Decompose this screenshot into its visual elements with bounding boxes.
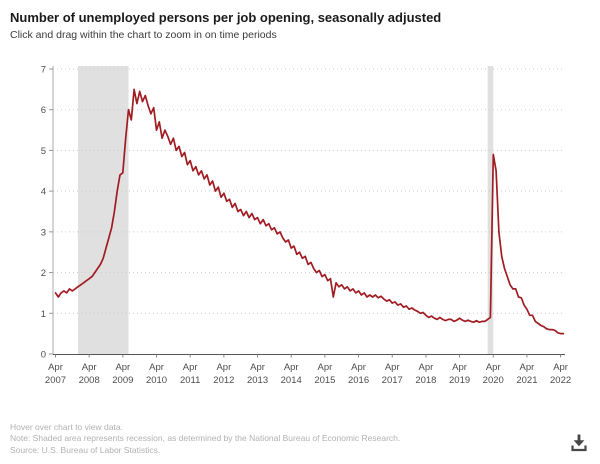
x-tick-label-month: Apr: [250, 362, 265, 373]
chart-subtitle: Click and drag within the chart to zoom …: [10, 29, 277, 41]
x-tick-label-year: 2017: [382, 375, 403, 386]
x-tick-label-month: Apr: [149, 362, 164, 373]
x-tick-label-month: Apr: [82, 362, 97, 373]
x-tick-label-year: 2009: [112, 375, 133, 386]
y-tick-label: 7: [41, 65, 46, 76]
x-tick-label-year: 2011: [180, 375, 200, 386]
x-tick-label-month: Apr: [486, 362, 501, 373]
x-tick-label-year: 2018: [415, 375, 436, 386]
download-button[interactable]: [566, 430, 592, 456]
chart-footer: Hover over chart to view data. Note: Sha…: [0, 422, 600, 457]
x-tick-label-year: 2021: [516, 375, 537, 386]
chart-area[interactable]: 0 1 2 3 4 5 6 7 Apr 2007 Apr 2008 Apr 2009 Apr 2010 Apr 2…: [0, 58, 600, 394]
x-tick-label-month: Apr: [317, 362, 332, 373]
x-tick-label-month: Apr: [419, 362, 434, 373]
y-tick-label: 1: [41, 309, 46, 320]
x-tick-label-year: 2013: [247, 375, 268, 386]
y-tick-label: 3: [41, 227, 46, 238]
x-tick-label-year: 2008: [79, 375, 100, 386]
source-note: Source: U.S. Bureau of Labor Statistics.: [10, 444, 161, 455]
x-tick-label-month: Apr: [452, 362, 467, 373]
x-tick-label-month: Apr: [48, 362, 63, 373]
y-tick-label: 0: [41, 350, 46, 361]
chart-header: Number of unemployed persons per job ope…: [0, 0, 600, 42]
x-tick-label-year: 2019: [449, 375, 470, 386]
x-tick-label-year: 2015: [314, 375, 335, 386]
y-tick-label: 2: [41, 268, 46, 279]
recession-band: [77, 66, 129, 354]
x-tick-label-year: 2022: [550, 375, 571, 386]
footer-notes: Hover over chart to view data. Note: Sha…: [10, 422, 400, 457]
x-tick-label-year: 2007: [45, 375, 66, 386]
x-tick-label-month: Apr: [351, 362, 366, 373]
download-icon: [571, 434, 587, 452]
x-tick-label-year: 2010: [146, 375, 167, 386]
x-tick-label-month: Apr: [553, 362, 568, 373]
x-tick-label-month: Apr: [183, 362, 198, 373]
y-tick-label: 4: [41, 187, 46, 198]
recession-band: [487, 66, 494, 354]
unemployment-per-opening-chart[interactable]: 0 1 2 3 4 5 6 7 Apr 2007 Apr 2008 Apr 2009 Apr 2010 Apr 2…: [0, 58, 600, 394]
x-tick-label-month: Apr: [284, 362, 299, 373]
y-tick-label: 5: [41, 146, 46, 157]
chart-title: Number of unemployed persons per job ope…: [10, 10, 442, 25]
recession-note: Note: Shaded area represents recession, …: [10, 433, 401, 443]
x-tick-label-year: 2012: [213, 375, 234, 386]
x-tick-label-month: Apr: [216, 362, 231, 373]
x-tick-label-year: 2014: [281, 375, 302, 386]
x-tick-label-month: Apr: [115, 362, 130, 373]
hover-note: Hover over chart to view data.: [10, 421, 123, 432]
x-tick-label-year: 2020: [483, 375, 504, 386]
y-tick-label: 6: [41, 105, 46, 116]
x-tick-label-year: 2016: [348, 375, 369, 386]
x-tick-label-month: Apr: [385, 362, 400, 373]
data-line: [54, 88, 565, 335]
x-tick-label-month: Apr: [520, 362, 535, 373]
